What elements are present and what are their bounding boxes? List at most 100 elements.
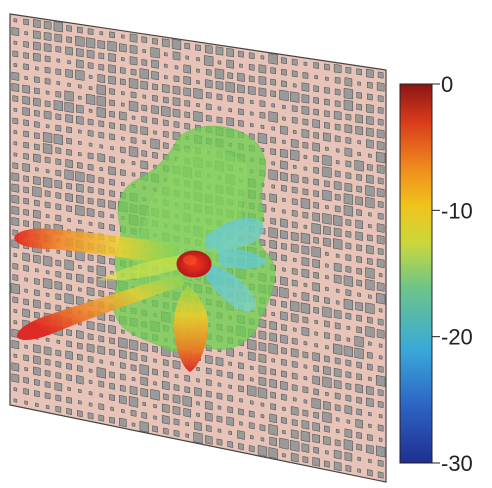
metasurface-cell <box>355 418 363 429</box>
metasurface-cell <box>292 397 297 402</box>
metasurface-cell <box>34 76 40 84</box>
metasurface-cell <box>345 172 352 180</box>
metasurface-cell <box>260 413 265 419</box>
metasurface-cell <box>11 362 20 372</box>
metasurface-cell <box>291 221 298 229</box>
metasurface-cell <box>237 84 245 94</box>
metasurface-cell <box>333 110 342 121</box>
metasurface-cell <box>43 20 52 30</box>
metasurface-cell <box>152 37 158 45</box>
metasurface-cell <box>35 402 39 408</box>
metasurface-cell <box>130 409 137 417</box>
metasurface-cell <box>303 166 308 171</box>
metasurface-cell <box>280 276 288 286</box>
metasurface-cell <box>78 152 82 157</box>
metasurface-cell <box>258 376 267 387</box>
metasurface-cell <box>33 41 41 51</box>
metasurface-cell <box>131 376 136 382</box>
metasurface-cell <box>13 18 18 23</box>
metasurface-cell <box>66 25 72 32</box>
metasurface-cell <box>162 142 169 150</box>
metasurface-cell <box>23 197 29 205</box>
metasurface-cell <box>66 36 72 44</box>
metasurface-cell <box>258 87 267 97</box>
metasurface-cell <box>324 180 330 188</box>
metasurface-cell <box>335 253 340 258</box>
metasurface-cell <box>377 400 384 409</box>
metasurface-cell <box>247 85 256 96</box>
metasurface-cell <box>324 63 330 71</box>
metasurface-cell <box>88 108 93 113</box>
metasurface-cell <box>280 160 288 170</box>
metasurface-cell <box>302 351 309 359</box>
metasurface-cell <box>323 132 331 142</box>
metasurface-cell <box>356 209 362 217</box>
metasurface-cell <box>314 74 318 80</box>
metasurface-cell <box>228 384 232 389</box>
metasurface-cell <box>301 245 310 255</box>
metasurface-cell <box>85 93 96 106</box>
metasurface-cell <box>77 353 83 361</box>
metasurface-cell <box>355 114 363 124</box>
metasurface-cell <box>44 302 51 310</box>
metasurface-cell <box>325 345 329 350</box>
metasurface-cell <box>24 31 28 36</box>
metasurface-cell <box>32 186 42 198</box>
metasurface-cell <box>66 374 72 382</box>
metasurface-cell <box>333 180 342 191</box>
metasurface-cell <box>109 110 115 118</box>
metasurface-cell <box>185 421 190 427</box>
metasurface-cell <box>131 172 136 177</box>
metasurface-cell <box>313 155 319 163</box>
blue-side-lobe-center <box>218 249 268 269</box>
metasurface-cell <box>128 339 139 351</box>
metasurface-cell <box>130 364 137 372</box>
metasurface-cell <box>110 146 114 151</box>
metasurface-cell <box>77 26 83 34</box>
metasurface-cell <box>88 391 93 396</box>
metasurface-cell <box>356 361 362 369</box>
metasurface-cell <box>248 422 255 430</box>
metasurface-cell <box>292 83 297 88</box>
metasurface-cell <box>302 316 309 324</box>
metasurface-cell <box>280 380 288 391</box>
metasurface-cell <box>13 152 18 157</box>
metasurface-cell <box>322 411 332 424</box>
metasurface-cell <box>268 111 278 123</box>
metasurface-cell <box>64 101 74 113</box>
metasurface-cell <box>139 420 149 433</box>
metasurface-cell <box>237 430 245 440</box>
metasurface-cell <box>43 110 52 120</box>
metasurface-cell <box>313 306 319 314</box>
metasurface-cell <box>314 319 318 325</box>
metasurface-cell <box>216 369 223 377</box>
metasurface-cell <box>249 111 254 116</box>
metasurface-cell <box>87 163 94 171</box>
metasurface-cell <box>356 255 362 264</box>
metasurface-cell <box>98 222 105 230</box>
metasurface-cell <box>98 403 105 411</box>
metasurface-cell <box>76 329 84 340</box>
metasurface-cell <box>87 28 94 36</box>
metasurface-cell <box>195 44 201 52</box>
metasurface-cell <box>259 424 266 432</box>
metasurface-cell <box>355 196 363 206</box>
metasurface-cell <box>344 77 353 87</box>
metasurface-cell <box>34 378 40 386</box>
metasurface-cell <box>152 117 158 125</box>
metasurface-cell <box>173 429 180 437</box>
metasurface-cell <box>290 231 299 242</box>
metasurface-cell <box>194 421 202 432</box>
metasurface-cell <box>185 55 190 60</box>
metasurface-cell <box>109 31 115 39</box>
metasurface-cell <box>258 64 267 74</box>
metasurface-cell <box>322 154 332 167</box>
metasurface-cell <box>376 282 385 292</box>
metasurface-cell <box>281 416 287 425</box>
metasurface-cell <box>376 164 385 174</box>
metasurface-cell <box>377 106 384 114</box>
metasurface-cell <box>303 399 308 404</box>
metasurface-cell <box>87 276 94 284</box>
metasurface-cell <box>345 242 352 250</box>
metasurface-cell <box>129 385 138 396</box>
